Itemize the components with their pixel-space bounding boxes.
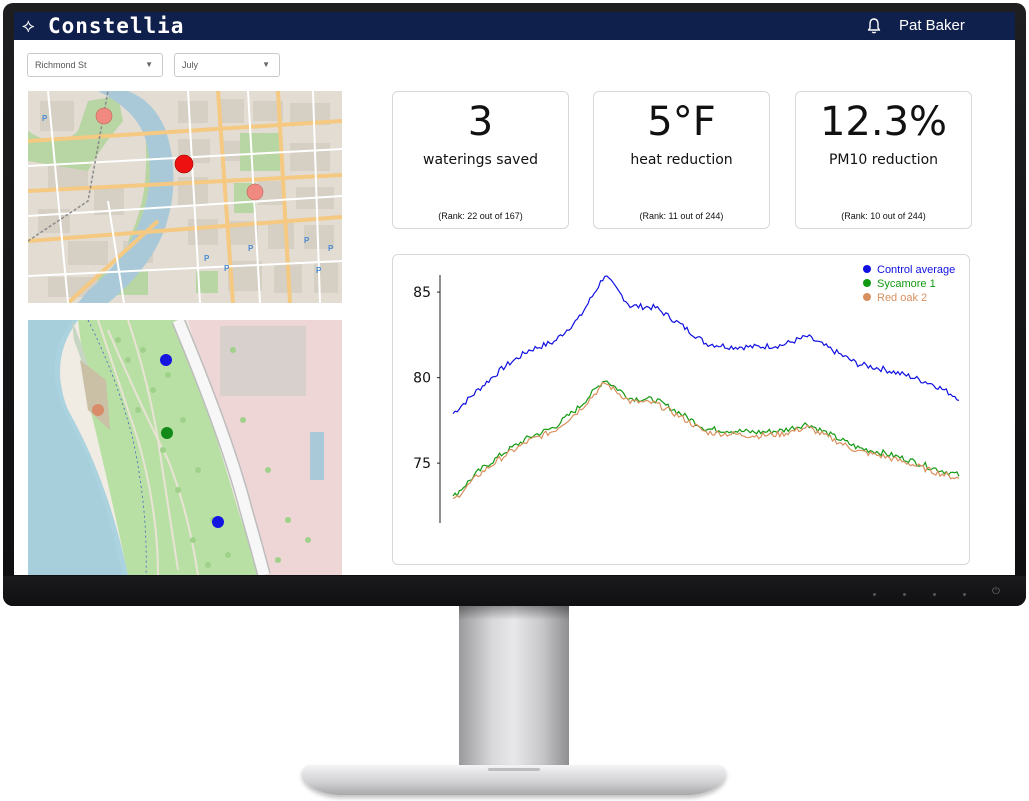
caret-down-icon: ▼	[262, 60, 270, 69]
bell-icon[interactable]	[866, 17, 882, 35]
legend-label: Control average	[877, 264, 956, 276]
kpi-value: 12.3%	[819, 99, 948, 145]
series-line	[452, 275, 960, 414]
kpi-label: heat reduction	[630, 152, 733, 168]
kpi-card-heat: 5°F heat reduction (Rank: 11 out of 244)	[593, 91, 770, 229]
map-marker[interactable]	[95, 107, 113, 125]
kpi-label: waterings saved	[423, 152, 538, 168]
map-marker[interactable]	[174, 154, 194, 174]
map-marker[interactable]	[160, 354, 172, 366]
legend-swatch	[863, 265, 871, 273]
app-logo: Constellia	[48, 14, 185, 38]
monitor-stand-neck	[459, 606, 569, 770]
power-icon: ⏻	[992, 586, 1000, 597]
legend-swatch	[863, 279, 871, 287]
kpi-card-pm10: 12.3% PM10 reduction (Rank: 10 out of 24…	[795, 91, 972, 229]
legend-item: Sycamore 1	[863, 278, 936, 291]
caret-down-icon: ▼	[145, 60, 153, 69]
monitor-chin	[3, 576, 1026, 606]
kpi-label: PM10 reduction	[828, 152, 939, 168]
y-tick-label: 85	[413, 285, 431, 301]
kpi-value: 3	[467, 99, 494, 145]
y-tick-label: 80	[413, 371, 431, 387]
monitor-button	[963, 593, 966, 596]
legend-label: Red oak 2	[877, 292, 928, 304]
monitor-button	[873, 593, 876, 596]
kpi-rank: (Rank: 22 out of 167)	[438, 211, 523, 221]
svg-text:P: P	[248, 244, 254, 253]
screen: ⟡ Constellia Pat Baker Richmond St ▼ Jul…	[14, 12, 1015, 575]
svg-text:P: P	[304, 236, 310, 245]
legend-item: Control average	[863, 264, 955, 277]
y-tick-label: 75	[413, 456, 431, 472]
map-marker[interactable]	[212, 516, 224, 528]
kpi-card-waterings: 3 waterings saved (Rank: 22 out of 167)	[392, 91, 569, 229]
legend-label: Sycamore 1	[877, 278, 936, 290]
kpi-value: 5°F	[647, 99, 716, 145]
month-select[interactable]: July ▼	[174, 53, 280, 77]
legend-item: Red oak 2	[863, 292, 927, 305]
month-select-value: July	[182, 60, 199, 70]
svg-text:P: P	[204, 254, 210, 263]
location-select[interactable]: Richmond St ▼	[27, 53, 163, 77]
kpi-rank: (Rank: 11 out of 244)	[639, 211, 724, 221]
diamond-logo-icon: ⟡	[22, 15, 35, 37]
user-name[interactable]: Pat Baker	[899, 17, 965, 34]
monitor-button	[933, 593, 936, 596]
svg-text:P: P	[224, 264, 230, 273]
map-marker[interactable]	[92, 404, 104, 416]
riverside-map[interactable]	[28, 320, 342, 575]
top-bar: ⟡ Constellia Pat Baker	[14, 12, 1015, 40]
map-marker[interactable]	[161, 427, 173, 439]
map-marker[interactable]	[246, 183, 264, 201]
svg-text:P: P	[328, 244, 334, 253]
temperature-chart: 75 80 85 Control average Sycamore 1 Red oa…	[392, 254, 970, 565]
svg-text:P: P	[42, 114, 48, 123]
svg-text:P: P	[316, 266, 322, 275]
monitor-button	[903, 593, 906, 596]
line-chart: 75 80 85	[413, 275, 960, 523]
legend-swatch	[863, 293, 871, 301]
series-line	[452, 381, 960, 500]
location-select-value: Richmond St	[35, 60, 87, 70]
kpi-rank: (Rank: 10 out of 244)	[841, 211, 926, 221]
